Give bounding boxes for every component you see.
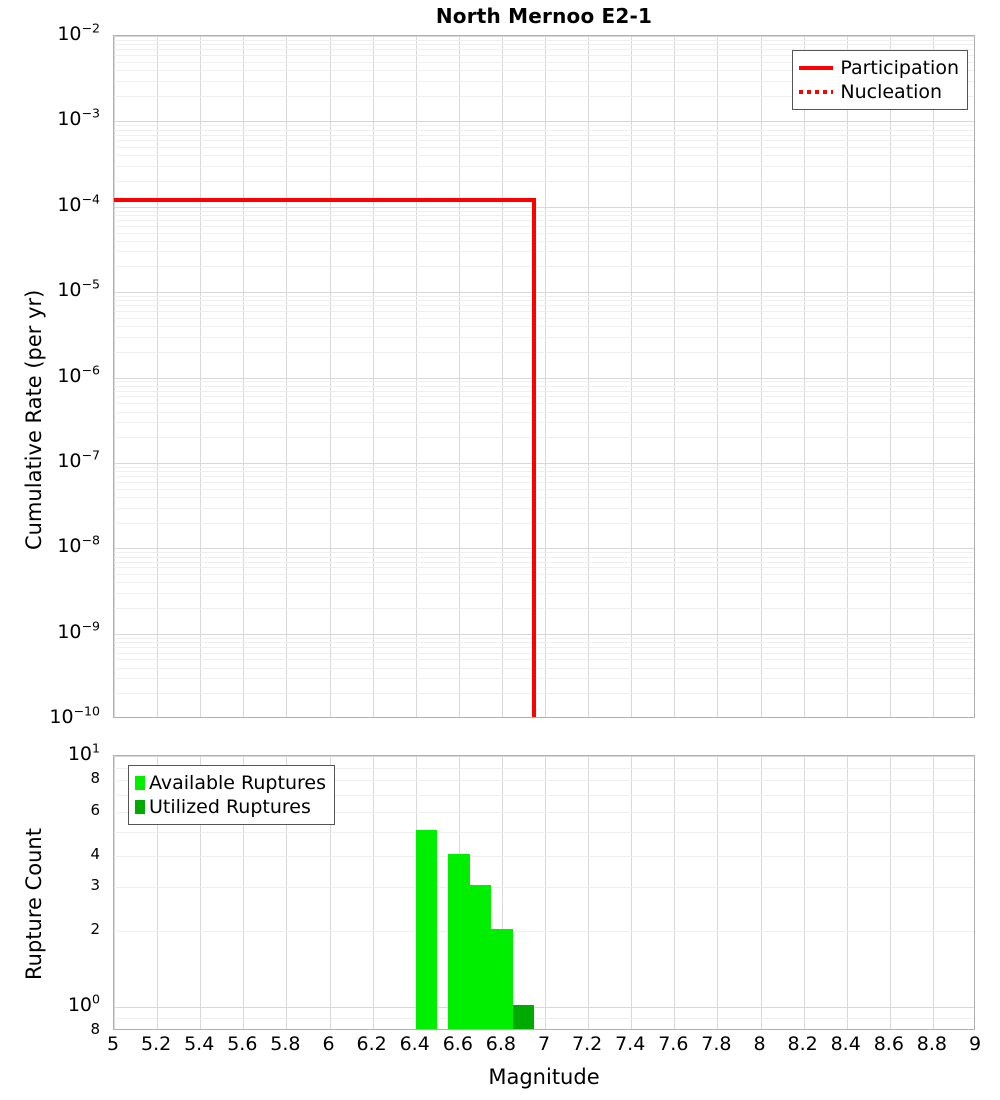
top-y-axis-title: Cumulative Rate (per yr) [22, 290, 46, 550]
legend-label-participation: Participation [840, 59, 959, 78]
bottom-ytick-label: 2 [90, 922, 108, 937]
legend-label-nucleation: Nucleation [840, 83, 942, 102]
x-axis-title: Magnitude [113, 1065, 975, 1089]
utilized-ruptures-swatch-icon [135, 800, 145, 814]
bottom-ytick-label: 4 [90, 847, 108, 862]
legend-item-participation[interactable]: Participation [799, 56, 959, 80]
xtick-label: 5.8 [270, 1035, 300, 1054]
xtick-label: 5 [107, 1035, 119, 1054]
top-ytick-label: 10−10 [49, 708, 108, 727]
legend-item-utilized-ruptures[interactable]: Utilized Ruptures [135, 795, 326, 819]
top-data-layer [114, 36, 974, 717]
bottom-ytick-label: 100 [68, 996, 108, 1015]
top-legend: Participation Nucleation [792, 50, 968, 110]
figure-canvas: North Mernoo E2-1 Participation Nucleati… [0, 0, 1000, 1100]
legend-label-utilized-ruptures: Utilized Ruptures [149, 798, 311, 817]
xtick-label: 6.8 [486, 1035, 516, 1054]
available-rupture-bar [448, 854, 470, 1029]
participation-line-icon [799, 66, 833, 70]
xtick-label: 6.2 [356, 1035, 386, 1054]
xtick-label: 8.6 [874, 1035, 904, 1054]
xtick-label: 7.6 [658, 1035, 688, 1054]
xtick-label: 5.2 [141, 1035, 171, 1054]
rupture-count-plot: Available Ruptures Utilized Ruptures [113, 755, 975, 1030]
top-y-tick-labels: 10−210−310−410−510−610−710−810−910−10 [0, 35, 108, 718]
bottom-ytick-label: 101 [68, 745, 108, 764]
participation-curve-horizontal [114, 198, 536, 202]
xtick-label: 8.8 [917, 1035, 947, 1054]
top-ytick-label: 10−3 [57, 110, 108, 129]
legend-item-nucleation[interactable]: Nucleation [799, 80, 959, 104]
xtick-label: 6.4 [400, 1035, 430, 1054]
bottom-ytick-label: 8 [90, 1022, 108, 1037]
top-ytick-label: 10−5 [57, 281, 108, 300]
top-ytick-label: 10−2 [57, 25, 108, 44]
top-ytick-label: 10−9 [57, 623, 108, 642]
legend-item-available-ruptures[interactable]: Available Ruptures [135, 771, 326, 795]
available-rupture-bar [416, 830, 438, 1030]
utilized-rupture-bar [513, 1005, 535, 1029]
top-ytick-label: 10−4 [57, 196, 108, 215]
top-ytick-label: 10−6 [57, 367, 108, 386]
bottom-y-tick-labels: 101864321008 [0, 755, 108, 1030]
bottom-y-axis-title: Rupture Count [22, 828, 46, 980]
xtick-label: 6 [322, 1035, 334, 1054]
xtick-label: 9 [969, 1035, 981, 1054]
figure-title: North Mernoo E2-1 [113, 4, 975, 28]
bottom-ytick-label: 6 [90, 803, 108, 818]
xtick-label: 6.6 [443, 1035, 473, 1054]
bottom-legend: Available Ruptures Utilized Ruptures [128, 765, 335, 825]
xtick-label: 8.2 [787, 1035, 817, 1054]
participation-curve-dropoff [532, 198, 536, 718]
available-rupture-bar [491, 929, 513, 1029]
xtick-label: 8.4 [831, 1035, 861, 1054]
xtick-label: 7.4 [615, 1035, 645, 1054]
available-rupture-bar [470, 885, 492, 1029]
xtick-label: 5.4 [184, 1035, 214, 1054]
xtick-label: 7 [538, 1035, 550, 1054]
xtick-label: 5.6 [227, 1035, 257, 1054]
legend-label-available-ruptures: Available Ruptures [149, 774, 326, 793]
xtick-label: 7.2 [572, 1035, 602, 1054]
nucleation-dotted-line-icon [799, 90, 833, 94]
xtick-label: 7.8 [701, 1035, 731, 1054]
top-ytick-label: 10−8 [57, 537, 108, 556]
available-ruptures-swatch-icon [135, 776, 145, 790]
xtick-label: 8 [753, 1035, 765, 1054]
bottom-ytick-label: 8 [90, 771, 108, 786]
bottom-ytick-label: 3 [90, 878, 108, 893]
top-ytick-label: 10−7 [57, 452, 108, 471]
cumulative-rate-plot: Participation Nucleation [113, 35, 975, 718]
